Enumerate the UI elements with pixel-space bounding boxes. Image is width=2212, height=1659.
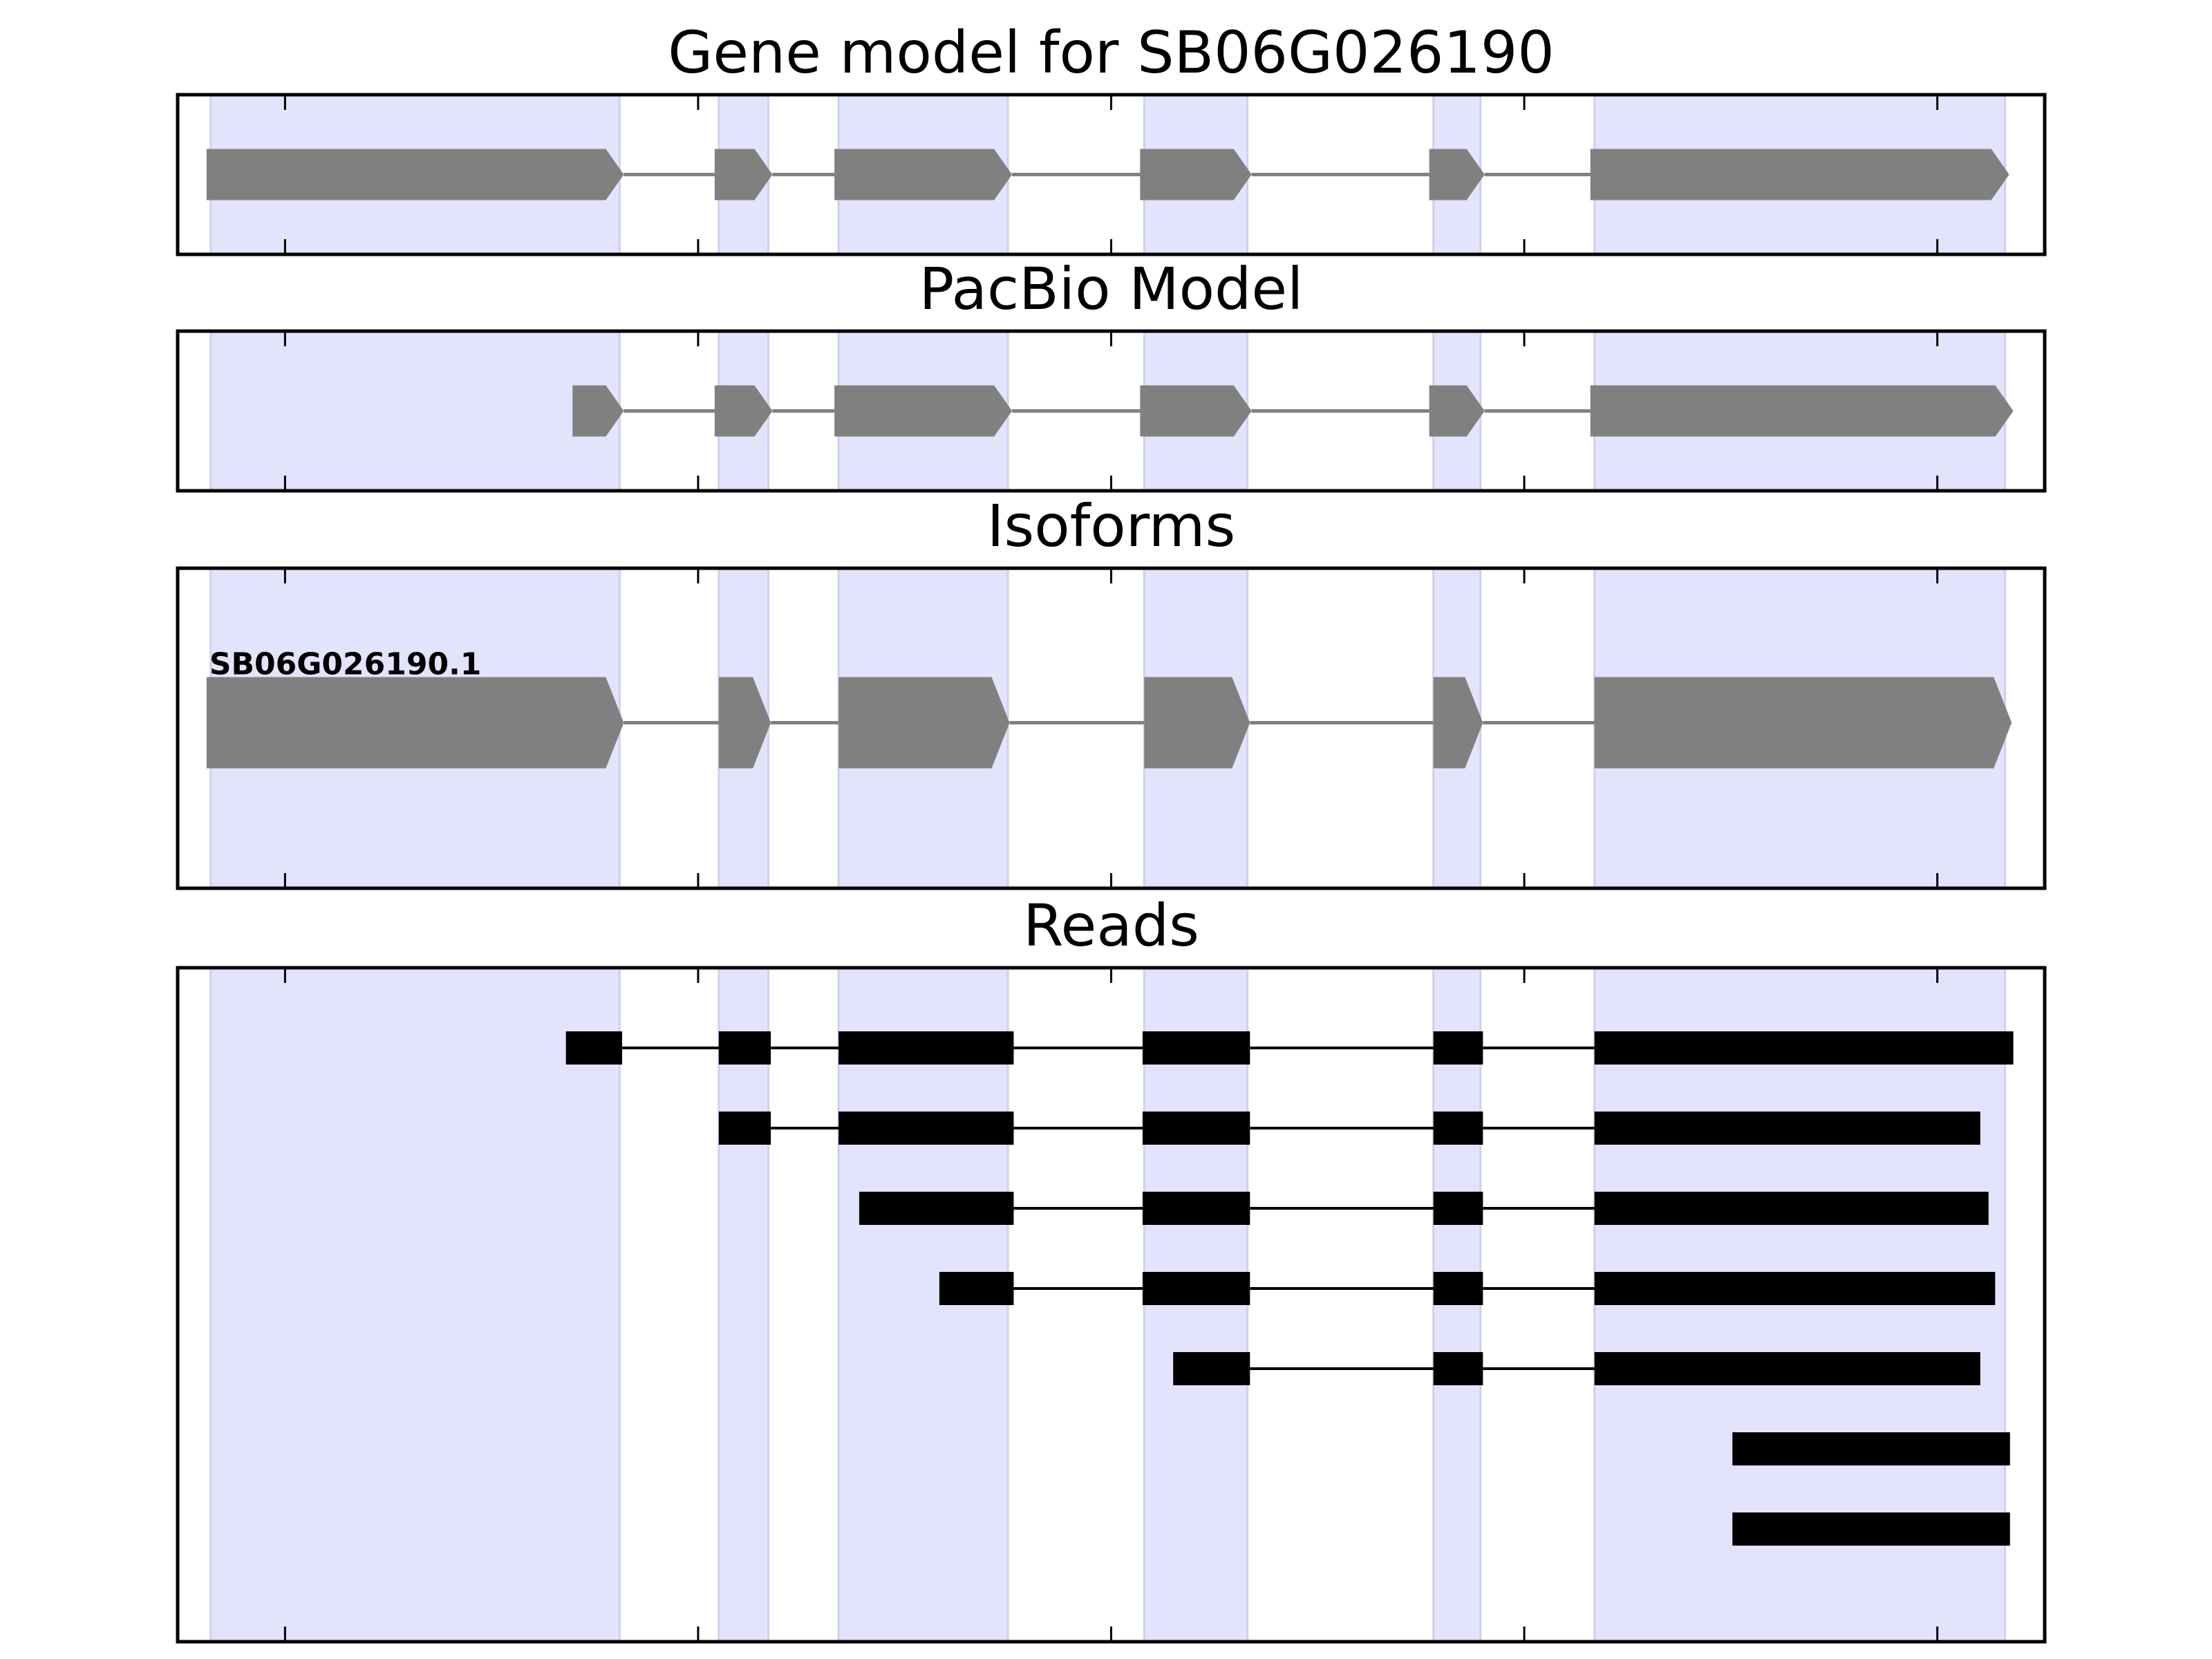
read-block	[1732, 1432, 2010, 1465]
exon-arrow	[1429, 149, 1485, 200]
read-track	[1732, 1432, 2010, 1465]
exon-arrow	[1594, 677, 2012, 769]
read-block	[1433, 1352, 1483, 1385]
read-block	[1433, 1272, 1483, 1305]
read-block	[1142, 1192, 1250, 1225]
isoform-label: SB06G026190.1	[209, 647, 482, 682]
read-block	[718, 1112, 771, 1145]
exon-arrow	[1429, 385, 1485, 437]
exon-arrow	[834, 149, 1013, 200]
panel-title: Reads	[1023, 892, 1199, 959]
exon-arrow	[834, 385, 1013, 437]
model-track: SB06G026190.1	[206, 647, 2012, 769]
panel-frame	[176, 966, 2047, 1644]
read-block	[1142, 1112, 1250, 1145]
panel-2: PacBio Model	[176, 255, 2047, 493]
panel-title: Gene model for SB06G026190	[668, 19, 1554, 86]
read-block	[1433, 1031, 1483, 1065]
read-block	[1142, 1031, 1250, 1065]
exon-arrow	[572, 385, 624, 437]
read-block	[1594, 1031, 2014, 1065]
panel-1: Gene model for SB06G026190	[176, 19, 2047, 256]
panel-frame	[176, 93, 2047, 256]
panel-frame	[176, 329, 2047, 493]
panel-title: PacBio Model	[919, 255, 1304, 323]
read-block	[1594, 1272, 1996, 1305]
read-block	[565, 1031, 622, 1065]
model-track	[572, 385, 2014, 437]
exon-arrow	[206, 149, 624, 200]
exon-arrow	[838, 677, 1010, 769]
exon-arrow	[1140, 385, 1252, 437]
exon-region-band	[209, 330, 621, 492]
panel-frame	[176, 566, 2047, 890]
exon-arrow	[1590, 149, 2009, 200]
read-block	[1433, 1112, 1483, 1145]
read-block	[1433, 1192, 1483, 1225]
exon-region-band	[209, 966, 621, 1643]
read-block	[1594, 1352, 1980, 1385]
read-block	[1173, 1352, 1250, 1385]
model-track	[206, 149, 2009, 200]
read-block	[1142, 1272, 1250, 1305]
exon-arrow	[1433, 677, 1483, 769]
exon-arrow	[1144, 677, 1250, 769]
read-block	[859, 1192, 1014, 1225]
read-track	[718, 1112, 1980, 1145]
exon-arrow	[1140, 149, 1252, 200]
panel-4: Reads	[176, 892, 2047, 1644]
read-track	[1732, 1512, 2010, 1546]
read-block	[1732, 1512, 2010, 1546]
exon-arrow	[718, 677, 771, 769]
exon-arrow	[714, 149, 773, 200]
read-track	[565, 1031, 2014, 1065]
read-block	[838, 1031, 1014, 1065]
exon-arrow	[206, 677, 624, 769]
panel-title: Isoforms	[987, 492, 1236, 560]
read-block	[838, 1112, 1014, 1145]
exon-arrow	[1590, 385, 2014, 437]
read-block	[939, 1272, 1014, 1305]
read-track	[939, 1272, 1996, 1305]
panel-3: Isoforms SB06G026190.1	[176, 492, 2047, 890]
exon-region-band	[718, 966, 770, 1643]
read-track	[1173, 1352, 1980, 1385]
read-block	[718, 1031, 771, 1065]
read-block	[1594, 1112, 1980, 1145]
read-track	[859, 1192, 1989, 1225]
exon-arrow	[714, 385, 773, 437]
read-block	[1594, 1192, 1989, 1225]
